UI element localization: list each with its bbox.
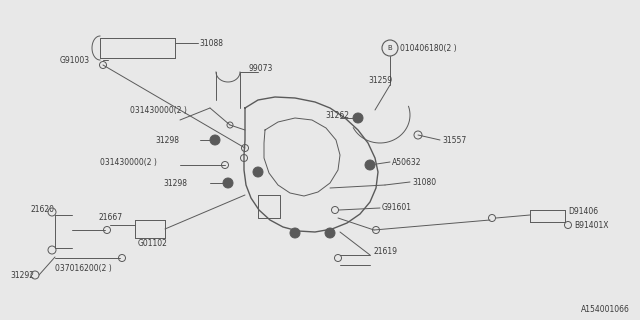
Circle shape <box>226 181 230 185</box>
Text: 031430000(2 ): 031430000(2 ) <box>100 157 157 166</box>
Text: G91003: G91003 <box>60 55 90 65</box>
Text: G01102: G01102 <box>138 239 168 249</box>
Text: 31298: 31298 <box>155 135 179 145</box>
Text: A50632: A50632 <box>392 157 422 166</box>
Text: 31298: 31298 <box>163 179 187 188</box>
Circle shape <box>256 170 260 174</box>
Circle shape <box>353 113 363 123</box>
Circle shape <box>210 135 220 145</box>
Circle shape <box>292 231 297 235</box>
Text: B91401X: B91401X <box>574 220 609 229</box>
Text: 031430000(2 ): 031430000(2 ) <box>130 106 187 115</box>
Circle shape <box>365 160 375 170</box>
Text: 21667: 21667 <box>98 213 122 222</box>
Circle shape <box>212 138 217 142</box>
Circle shape <box>356 116 360 120</box>
Text: 010406180(2 ): 010406180(2 ) <box>400 44 456 52</box>
Text: A154001066: A154001066 <box>581 306 630 315</box>
Text: 31088: 31088 <box>199 38 223 47</box>
Text: 31557: 31557 <box>442 135 467 145</box>
Circle shape <box>253 167 263 177</box>
Text: 31259: 31259 <box>368 76 392 84</box>
Text: D91406: D91406 <box>568 207 598 217</box>
Text: 21619: 21619 <box>373 247 397 257</box>
Text: B: B <box>388 45 392 51</box>
Text: 99073: 99073 <box>248 63 273 73</box>
Text: 31262: 31262 <box>325 110 349 119</box>
Circle shape <box>368 163 372 167</box>
Circle shape <box>223 178 233 188</box>
Text: 21620: 21620 <box>30 205 54 214</box>
Text: 31292: 31292 <box>10 270 34 279</box>
Circle shape <box>325 228 335 238</box>
Text: 31080: 31080 <box>412 178 436 187</box>
Text: G91601: G91601 <box>382 203 412 212</box>
Text: 037016200(2 ): 037016200(2 ) <box>55 263 112 273</box>
Circle shape <box>290 228 300 238</box>
Circle shape <box>328 231 332 235</box>
